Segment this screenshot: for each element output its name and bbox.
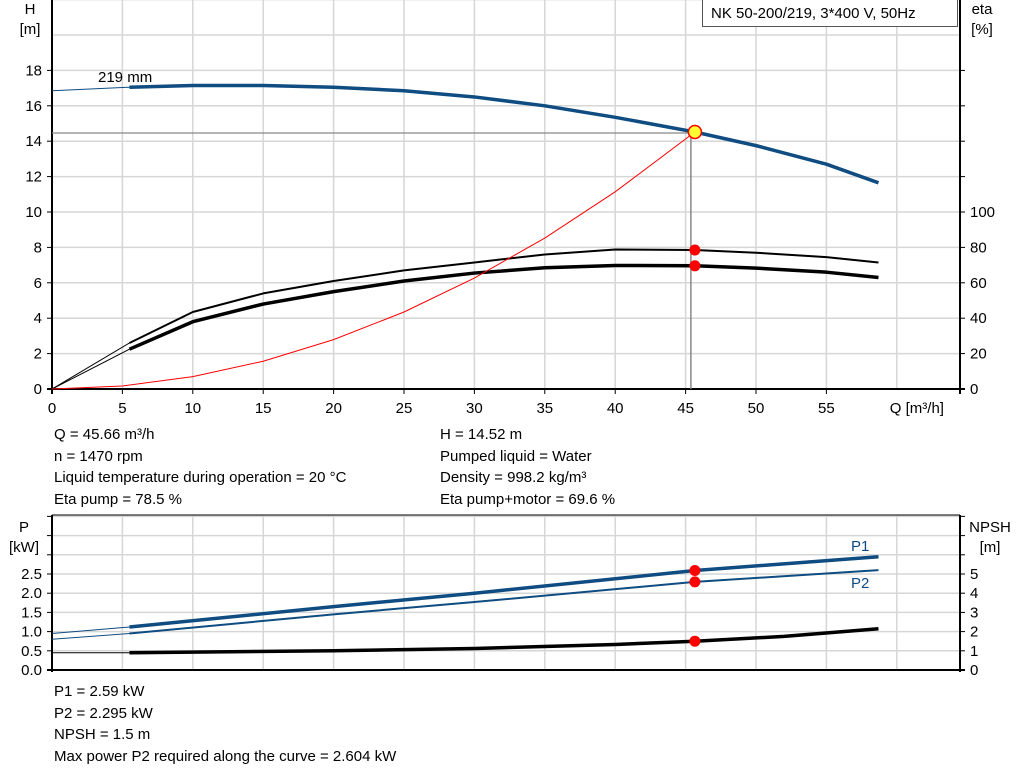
info-temperature: Liquid temperature during operation = 20… <box>54 469 347 486</box>
tick-label-left: 12 <box>25 169 42 186</box>
info-flow: Q = 45.66 m³/h <box>54 426 155 443</box>
p2-curve-extrapolated <box>51 633 130 640</box>
tick-label-left: 0 <box>34 381 42 398</box>
tick-label-right: 2 <box>970 624 978 641</box>
chart-title: NK 50-200/219, 3*400 V, 50Hz <box>702 0 958 27</box>
tick-label-left: 10 <box>25 204 42 221</box>
tick-label-left: 0.0 <box>21 662 42 679</box>
tick-label-right: 4 <box>970 585 978 602</box>
tick-label-left: 6 <box>34 275 42 292</box>
info-npsh: NPSH = 1.5 m <box>54 726 151 743</box>
tick-label-left: 0.5 <box>21 643 42 660</box>
info-eta-pump: Eta pump = 78.5 % <box>54 490 182 508</box>
eta-pump-curve <box>129 248 879 344</box>
system-curve <box>51 131 696 390</box>
duty-point-eta-pump-motor <box>689 260 701 272</box>
duty-point-npsh <box>689 635 701 647</box>
tick-label-x: 10 <box>184 400 201 417</box>
info-eta-pump-motor: Eta pump+motor = 69.6 % <box>440 490 616 508</box>
tick-label-right: 5 <box>970 566 978 583</box>
info-bottom: P1 = 2.59 kW P2 = 2.295 kW NPSH = 1.5 m … <box>54 681 396 767</box>
info-speed: n = 1470 rpm <box>54 447 143 465</box>
tick-label-right: 40 <box>970 310 987 327</box>
npsh-curve <box>129 626 879 655</box>
duty-point-head <box>687 124 703 140</box>
tick-label-right: 0 <box>970 381 978 398</box>
eta-pump-motor-curve-extrapolated <box>51 348 130 390</box>
tick-label-right: 3 <box>970 604 978 621</box>
y-axis-right-label: eta <box>972 1 994 18</box>
info-p2: P2 = 2.295 kW <box>54 704 153 722</box>
p1-curve <box>129 554 879 629</box>
p2-label: P2 <box>851 575 869 592</box>
tick-label-x: 50 <box>748 400 765 417</box>
tick-label-left: 1.0 <box>21 624 42 641</box>
tick-label-left: 2.5 <box>21 566 42 583</box>
y-axis-left-label: P <box>19 519 29 536</box>
p2-curve <box>129 569 879 635</box>
tick-label-x: 25 <box>396 400 413 417</box>
info-density: Density = 998.2 kg/m³ <box>440 469 587 486</box>
tick-label-left: 8 <box>34 239 42 256</box>
tick-label-left: 18 <box>25 62 42 79</box>
y-axis-left-unit: [kW] <box>9 539 39 556</box>
tick-label-x: 0 <box>48 400 56 417</box>
info-liquid: Pumped liquid = Water <box>440 447 592 465</box>
eta-pump-curve-extrapolated <box>51 342 130 390</box>
x-axis-label: Q [m³/h] <box>890 400 944 417</box>
duty-point-p1 <box>689 565 701 577</box>
tick-label-left: 4 <box>34 310 42 327</box>
y-axis-left-unit: [m] <box>20 21 41 38</box>
tick-label-left: 2 <box>34 346 42 363</box>
tick-label-x: 55 <box>818 400 835 417</box>
tick-label-right: 1 <box>970 643 978 660</box>
duty-point-p2 <box>689 576 701 588</box>
curve-label: 219 mm <box>98 69 152 86</box>
tick-label-x: 40 <box>607 400 624 417</box>
duty-point-eta-pump <box>689 244 701 256</box>
eta-pump-motor-curve <box>128 263 879 351</box>
tick-label-x: 20 <box>325 400 342 417</box>
tick-label-right: 60 <box>970 275 987 292</box>
tick-label-x: 5 <box>118 400 126 417</box>
tick-label-right: 0 <box>970 662 978 679</box>
tick-label-x: 45 <box>677 400 694 417</box>
info-p1: P1 = 2.59 kW <box>54 683 145 700</box>
tick-label-right: 80 <box>970 239 987 256</box>
tick-label-right: 20 <box>970 346 987 363</box>
y-axis-right-label: NPSH <box>969 519 1011 536</box>
info-top-right: H = 14.52 m Pumped liquid = Water Densit… <box>440 424 615 510</box>
tick-label-x: 30 <box>466 400 483 417</box>
p1-label: P1 <box>851 538 869 555</box>
info-max-power: Max power P2 required along the curve = … <box>54 747 397 765</box>
tick-label-x: 15 <box>255 400 272 417</box>
y-axis-left-label: H <box>25 1 36 18</box>
tick-label-left: 1.5 <box>21 604 42 621</box>
p1-curve-extrapolated <box>51 626 130 635</box>
info-head: H = 14.52 m <box>440 426 523 443</box>
head-curve-extrapolated <box>51 86 130 92</box>
tick-label-x: 35 <box>536 400 553 417</box>
tick-label-left: 2.0 <box>21 585 42 602</box>
y-axis-right-unit: [%] <box>971 21 993 38</box>
info-top-left: Q = 45.66 m³/h n = 1470 rpm Liquid tempe… <box>54 424 346 510</box>
tick-label-right: 100 <box>970 204 995 221</box>
tick-label-left: 16 <box>25 98 42 115</box>
y-axis-right-unit: [m] <box>980 539 1001 556</box>
tick-label-left: 14 <box>25 133 42 150</box>
head-curve <box>129 83 880 185</box>
